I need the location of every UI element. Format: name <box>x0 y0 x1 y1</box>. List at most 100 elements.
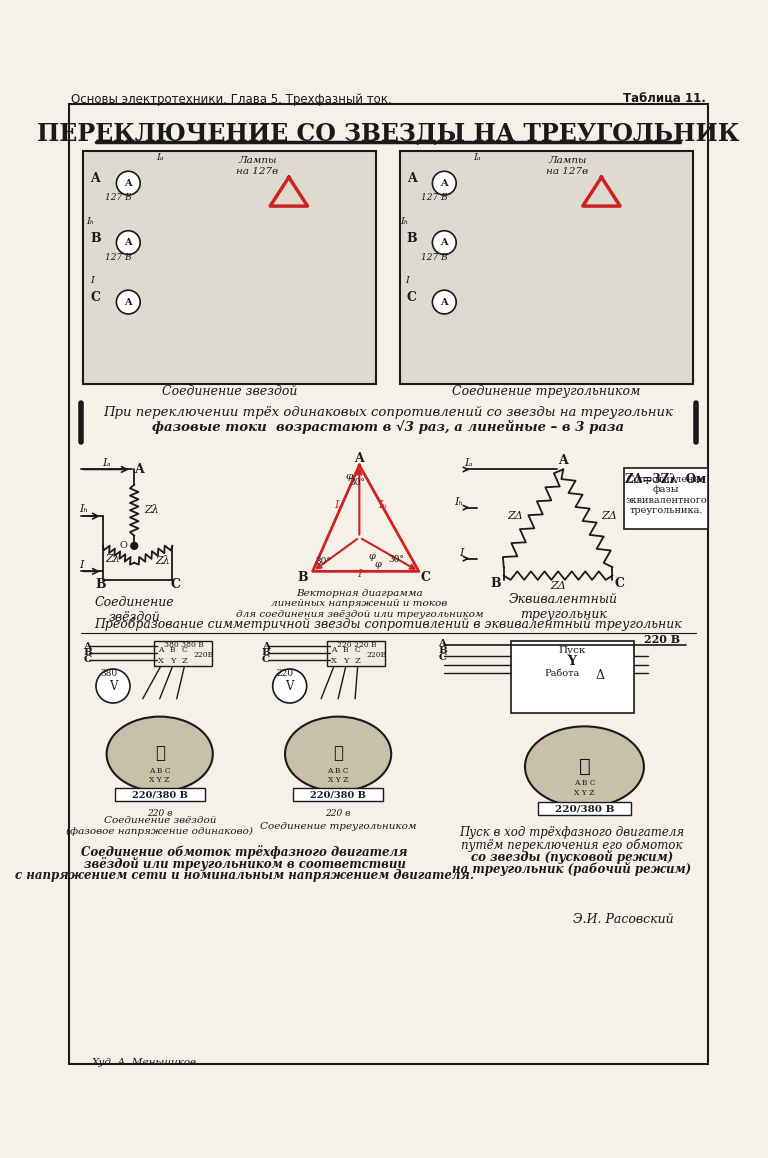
Text: Э.И. Расовский: Э.И. Расовский <box>573 914 674 926</box>
Text: C: C <box>181 646 187 654</box>
Circle shape <box>432 171 456 195</box>
Circle shape <box>117 171 141 195</box>
Text: 220: 220 <box>277 669 294 677</box>
Text: Худ. А. Меньшиков: Худ. А. Меньшиков <box>91 1058 197 1067</box>
Text: A: A <box>90 173 100 185</box>
Text: Лампы
на 127в: Лампы на 127в <box>546 156 588 176</box>
Text: Преобразование симметричной звезды сопротивлений в эквивалентный треугольник: Преобразование симметричной звезды сопро… <box>94 617 682 631</box>
Text: с напряжением сети и номинальным напряжением двигателя.: с напряжением сети и номинальным напряже… <box>15 868 474 882</box>
Bar <box>538 802 631 815</box>
Text: Iₕ: Iₕ <box>379 500 388 510</box>
Text: 220/380 B: 220/380 B <box>310 790 366 799</box>
Text: Zλ: Zλ <box>144 505 159 515</box>
Text: 30°: 30° <box>349 477 366 486</box>
Text: Соединение треугольником: Соединение треугольником <box>260 822 416 830</box>
Text: O: O <box>120 542 127 550</box>
Circle shape <box>96 669 130 703</box>
Text: B: B <box>343 646 349 654</box>
Text: Векторная диаграмма
линейных напряжений и токов
для соединения звёздой или треуг: Векторная диаграмма линейных напряжений … <box>236 588 483 618</box>
Text: Пуск: Пуск <box>558 646 585 655</box>
Text: I⁣: I⁣ <box>79 559 84 570</box>
Text: ZΔ=3Zλ  Ом: ZΔ=3Zλ Ом <box>625 474 707 486</box>
Text: Таблица 11.: Таблица 11. <box>623 93 706 105</box>
Bar <box>400 151 694 384</box>
Text: B: B <box>407 232 418 244</box>
Text: Iₐ: Iₐ <box>156 153 164 162</box>
Text: A B C
X Y Z: A B C X Y Z <box>574 779 595 797</box>
Bar <box>511 642 634 713</box>
Text: 220 220 B: 220 220 B <box>337 642 376 650</box>
Ellipse shape <box>107 717 213 791</box>
Bar <box>154 642 211 667</box>
Text: A: A <box>124 298 132 307</box>
Text: I⁣: I⁣ <box>357 569 362 579</box>
Text: 127 B: 127 B <box>422 193 448 203</box>
Text: Iₐ: Iₐ <box>464 457 472 468</box>
Text: Y: Y <box>343 658 349 666</box>
Circle shape <box>117 230 141 255</box>
Bar <box>83 151 376 384</box>
Text: Ⓜ: Ⓜ <box>333 746 343 762</box>
Text: Z: Z <box>355 658 361 666</box>
Circle shape <box>273 669 306 703</box>
Text: 30°: 30° <box>316 557 332 565</box>
Text: A: A <box>124 178 132 188</box>
Text: C: C <box>407 292 417 305</box>
Text: I⁣: I⁣ <box>91 277 94 285</box>
Text: A: A <box>262 642 270 651</box>
Text: ПЕРЕКЛЮЧЕНИЕ СО ЗВЕЗДЫ НА ТРЕУГОЛЬНИК: ПЕРЕКЛЮЧЕНИЕ СО ЗВЕЗДЫ НА ТРЕУГОЛЬНИК <box>37 122 740 146</box>
Text: Ⓜ: Ⓜ <box>154 746 164 762</box>
Text: C: C <box>83 655 91 665</box>
Text: V: V <box>286 680 294 692</box>
Text: X: X <box>331 658 337 666</box>
Text: A B C
X Y Z: A B C X Y Z <box>327 767 349 784</box>
Text: φ: φ <box>369 551 376 560</box>
Text: Y: Y <box>568 655 576 668</box>
Text: 127 B: 127 B <box>104 193 131 203</box>
Text: 220/380 B: 220/380 B <box>132 790 187 799</box>
Text: B: B <box>170 646 175 654</box>
Text: B: B <box>297 571 308 584</box>
Circle shape <box>117 291 141 314</box>
Text: Соединение звездой: Соединение звездой <box>162 384 297 397</box>
Text: A: A <box>124 239 132 247</box>
Text: B: B <box>90 232 101 244</box>
Text: 220 в: 220 в <box>326 809 351 818</box>
Text: Iₕ: Iₕ <box>455 497 464 507</box>
Text: Iₐ: Iₐ <box>334 500 343 510</box>
Text: C: C <box>439 653 446 661</box>
Text: A: A <box>83 642 91 651</box>
Text: B: B <box>439 646 447 655</box>
Text: B: B <box>490 577 501 589</box>
Text: Соединение обмоток трёхфазного двигателя: Соединение обмоток трёхфазного двигателя <box>81 844 408 858</box>
Text: A: A <box>134 463 144 476</box>
Text: C: C <box>262 655 270 665</box>
Text: 220B: 220B <box>366 651 386 659</box>
Bar <box>293 787 383 800</box>
Text: C: C <box>421 571 431 584</box>
Text: Iₕ: Iₕ <box>86 217 94 226</box>
Text: Эквивалентный
треугольник: Эквивалентный треугольник <box>508 593 617 621</box>
Text: Сопротивление
фазы
эквивалентного
треугольника.: Сопротивление фазы эквивалентного треуго… <box>625 475 707 515</box>
Text: 220 в: 220 в <box>147 809 172 818</box>
Text: звёздой или треугольником в соответствии: звёздой или треугольником в соответствии <box>84 857 406 871</box>
Text: Zλ: Zλ <box>106 555 121 564</box>
Text: V: V <box>109 680 118 692</box>
Text: Z: Z <box>181 658 187 666</box>
Text: A: A <box>439 639 446 648</box>
Text: 220 B: 220 B <box>644 633 680 645</box>
Text: Ⓜ: Ⓜ <box>578 757 591 776</box>
Text: фазовые токи  возрастают в √3 раз, а линейные – в 3 раза: фазовые токи возрастают в √3 раз, а лине… <box>152 420 624 434</box>
Text: B: B <box>83 648 92 658</box>
Text: Iₐ: Iₐ <box>102 457 111 468</box>
Text: φ: φ <box>346 471 353 481</box>
Text: Пуск в ход трёхфазного двигателя: Пуск в ход трёхфазного двигателя <box>459 827 684 840</box>
Text: C: C <box>90 292 100 305</box>
Text: При переключении трёх одинаковых сопротивлений со звезды на треугольник: При переключении трёх одинаковых сопроти… <box>103 406 674 419</box>
Text: A: A <box>441 298 448 307</box>
Text: Соединение звёздой
(фазовое напряжение одинаково): Соединение звёздой (фазовое напряжение о… <box>66 816 253 836</box>
Text: A: A <box>355 452 364 464</box>
Text: 380: 380 <box>100 669 118 677</box>
Text: A: A <box>331 646 336 654</box>
Text: Соединение
звёздой: Соединение звёздой <box>94 595 174 623</box>
